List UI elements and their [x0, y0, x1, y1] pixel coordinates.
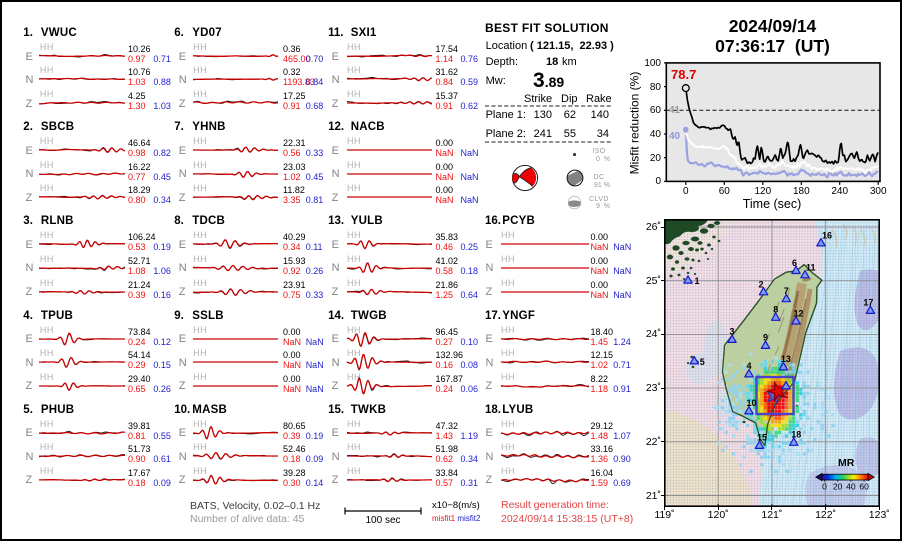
svg-text:17: 17 [863, 298, 873, 308]
svg-text:5: 5 [700, 357, 705, 367]
svg-text:4: 4 [747, 361, 752, 371]
svg-text:3: 3 [730, 327, 735, 337]
svg-text:10: 10 [747, 398, 757, 408]
svg-text:7: 7 [784, 286, 789, 296]
svg-text:15: 15 [757, 433, 767, 443]
svg-text:20: 20 [833, 482, 843, 492]
svg-text:13: 13 [781, 354, 791, 364]
svg-text:60: 60 [859, 482, 869, 492]
svg-text:2: 2 [759, 279, 764, 289]
svg-text:18: 18 [791, 430, 801, 440]
svg-text:9: 9 [763, 333, 768, 343]
svg-text:12: 12 [794, 308, 804, 318]
svg-text:6: 6 [792, 258, 797, 268]
svg-text:8: 8 [773, 305, 778, 315]
svg-text:0: 0 [822, 482, 827, 492]
svg-text:1: 1 [695, 276, 700, 286]
svg-text:MR: MR [838, 457, 855, 469]
svg-text:16: 16 [822, 231, 832, 241]
svg-text:40: 40 [846, 482, 856, 492]
svg-text:11: 11 [806, 263, 816, 273]
